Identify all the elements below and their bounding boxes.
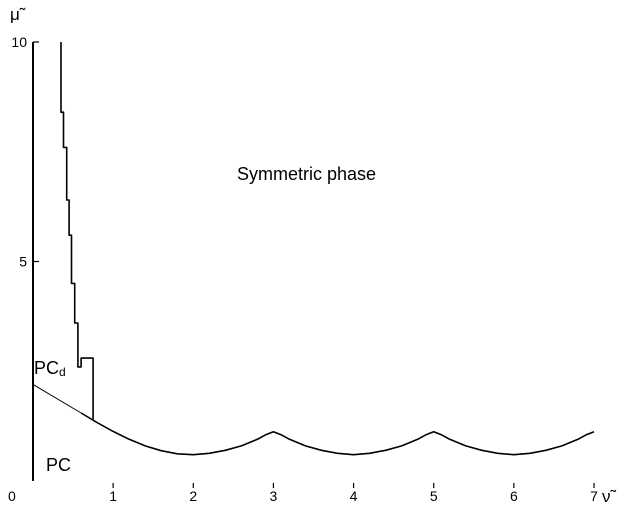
pcd-region-label-subscript: d — [59, 365, 66, 379]
pcd-region-label: PCd — [34, 358, 66, 379]
x-tick-label: 7 — [590, 488, 598, 504]
series-layer — [32, 42, 595, 456]
x-tick-label: 5 — [430, 488, 438, 504]
series-line-pcd-upper-boundary — [60, 42, 94, 420]
tick-layer: 0 1 2 3 4 5 6 7 5 10 — [8, 34, 598, 504]
y-axis-label: μ̃ — [10, 5, 26, 24]
pcd-region-label-main: PC — [34, 358, 59, 378]
y-tick-label: 5 — [19, 254, 27, 270]
x-tick-label: 3 — [270, 488, 278, 504]
symmetric-phase-label: Symmetric phase — [237, 164, 376, 184]
x-tick-label: 0 — [8, 488, 16, 504]
y-tick-label: 10 — [11, 34, 27, 50]
x-tick-label: 4 — [350, 488, 358, 504]
x-tick-label: 6 — [510, 488, 518, 504]
x-tick-label: 1 — [109, 488, 117, 504]
x-tick-label: 2 — [189, 488, 197, 504]
x-axis-label: ν̃ — [602, 487, 617, 506]
pc-region-label: PC — [46, 455, 71, 475]
series-line-lower-boundary — [80, 412, 595, 456]
series-line-pc-pcd-boundary — [32, 383, 82, 414]
